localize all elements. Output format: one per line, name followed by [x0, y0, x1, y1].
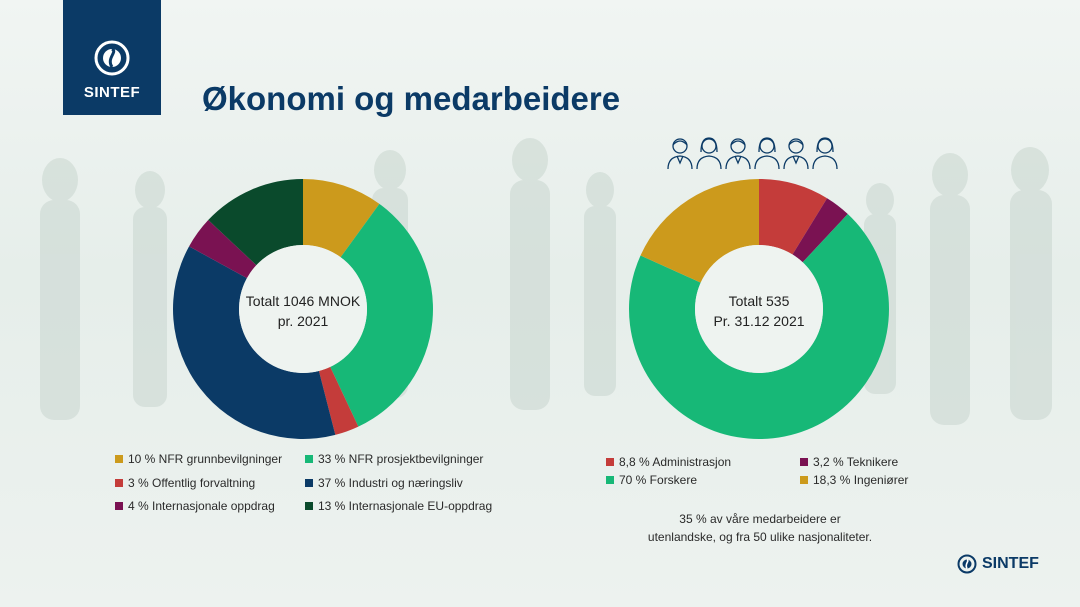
- finance-center-label: Totalt 1046 MNOK pr. 2021: [213, 291, 393, 331]
- donut-slice: [303, 179, 380, 258]
- sintef-logo-icon: [94, 40, 130, 76]
- donut-slice: [318, 366, 359, 435]
- legend-label: 8,8 % Administrasjon: [619, 455, 732, 469]
- note-line: 35 % av våre medarbeidere er: [679, 512, 841, 526]
- nationality-note: 35 % av våre medarbeidere er utenlandske…: [620, 510, 900, 546]
- legend-label: 4 % Internasjonale oppdrag: [128, 499, 275, 513]
- legend-swatch: [800, 476, 808, 484]
- note-line: utenlandske, og fra 50 ulike nasjonalite…: [647, 530, 873, 544]
- footer-logo: SINTEF: [957, 554, 1039, 574]
- donut-slice: [189, 220, 257, 279]
- legend-swatch: [606, 458, 614, 466]
- legend-label: 3,2 % Teknikere: [813, 455, 899, 469]
- legend-swatch: [606, 476, 614, 484]
- legend-item: 4 % Internasjonale oppdrag: [115, 499, 275, 513]
- donut-hole: [239, 245, 367, 373]
- footer-logo-text: SINTEF: [982, 555, 1039, 572]
- legend-label: 37 % Industri og næringsliv: [318, 476, 463, 490]
- legend-label: 13 % Internasjonale EU-oppdrag: [318, 499, 493, 513]
- legend-item: 33 % NFR prosjektbevilgninger: [305, 452, 483, 466]
- person-male-icon: [725, 138, 751, 170]
- sintef-footer-logo-icon: [957, 554, 977, 574]
- legend-swatch: [800, 458, 808, 466]
- legend-label: 3 % Offentlig forvaltning: [128, 476, 256, 490]
- legend-item: 18,3 % Ingeniører: [800, 473, 908, 487]
- person-male-icon: [667, 138, 693, 170]
- donut-slice: [629, 214, 889, 439]
- legend-label: 18,3 % Ingeniører: [813, 473, 909, 487]
- legend-swatch: [305, 455, 313, 463]
- legend-item: 70 % Forskere: [606, 473, 697, 487]
- legend-item: 13 % Internasjonale EU-oppdrag: [305, 499, 492, 513]
- legend-item: 37 % Industri og næringsliv: [305, 476, 463, 490]
- staff-center-label: Totalt 535 Pr. 31.12 2021: [669, 291, 849, 331]
- legend-item: 10 % NFR grunnbevilgninger: [115, 452, 282, 466]
- person-female-icon: [812, 137, 838, 170]
- people-icons-row: [667, 137, 838, 170]
- person-female-icon: [696, 137, 722, 170]
- person-male-icon: [783, 138, 809, 170]
- donut-slice: [330, 203, 433, 427]
- finance-year-label: pr. 2021: [277, 313, 329, 329]
- donut-hole: [695, 245, 823, 373]
- finance-donut-chart: [173, 179, 433, 439]
- legend-swatch: [305, 479, 313, 487]
- sintef-logo-text: SINTEF: [83, 84, 141, 101]
- staff-donut-chart: [629, 179, 889, 439]
- donut-slice: [208, 179, 303, 266]
- donut-slice: [173, 246, 336, 439]
- legend-item: 8,8 % Administrasjon: [606, 455, 731, 469]
- donut-slice: [759, 179, 828, 255]
- legend-swatch: [115, 455, 123, 463]
- donut-slice: [640, 179, 759, 283]
- page-title: Økonomi og medarbeidere: [202, 80, 621, 117]
- legend-swatch: [115, 479, 123, 487]
- staff-date-label: Pr. 31.12 2021: [713, 313, 805, 329]
- staff-total-label: Totalt 535: [728, 293, 790, 309]
- legend-swatch: [115, 502, 123, 510]
- donut-slice: [792, 198, 848, 263]
- person-female-icon: [754, 137, 780, 170]
- legend-label: 33 % NFR prosjektbevilgninger: [318, 452, 484, 466]
- legend-label: 10 % NFR grunnbevilgninger: [128, 452, 283, 466]
- legend-label: 70 % Forskere: [619, 473, 698, 487]
- legend-swatch: [305, 502, 313, 510]
- sintef-logo-box: SINTEF: [63, 0, 161, 115]
- finance-total-label: Totalt 1046 MNOK: [245, 293, 361, 309]
- legend-item: 3,2 % Teknikere: [800, 455, 898, 469]
- legend-item: 3 % Offentlig forvaltning: [115, 476, 255, 490]
